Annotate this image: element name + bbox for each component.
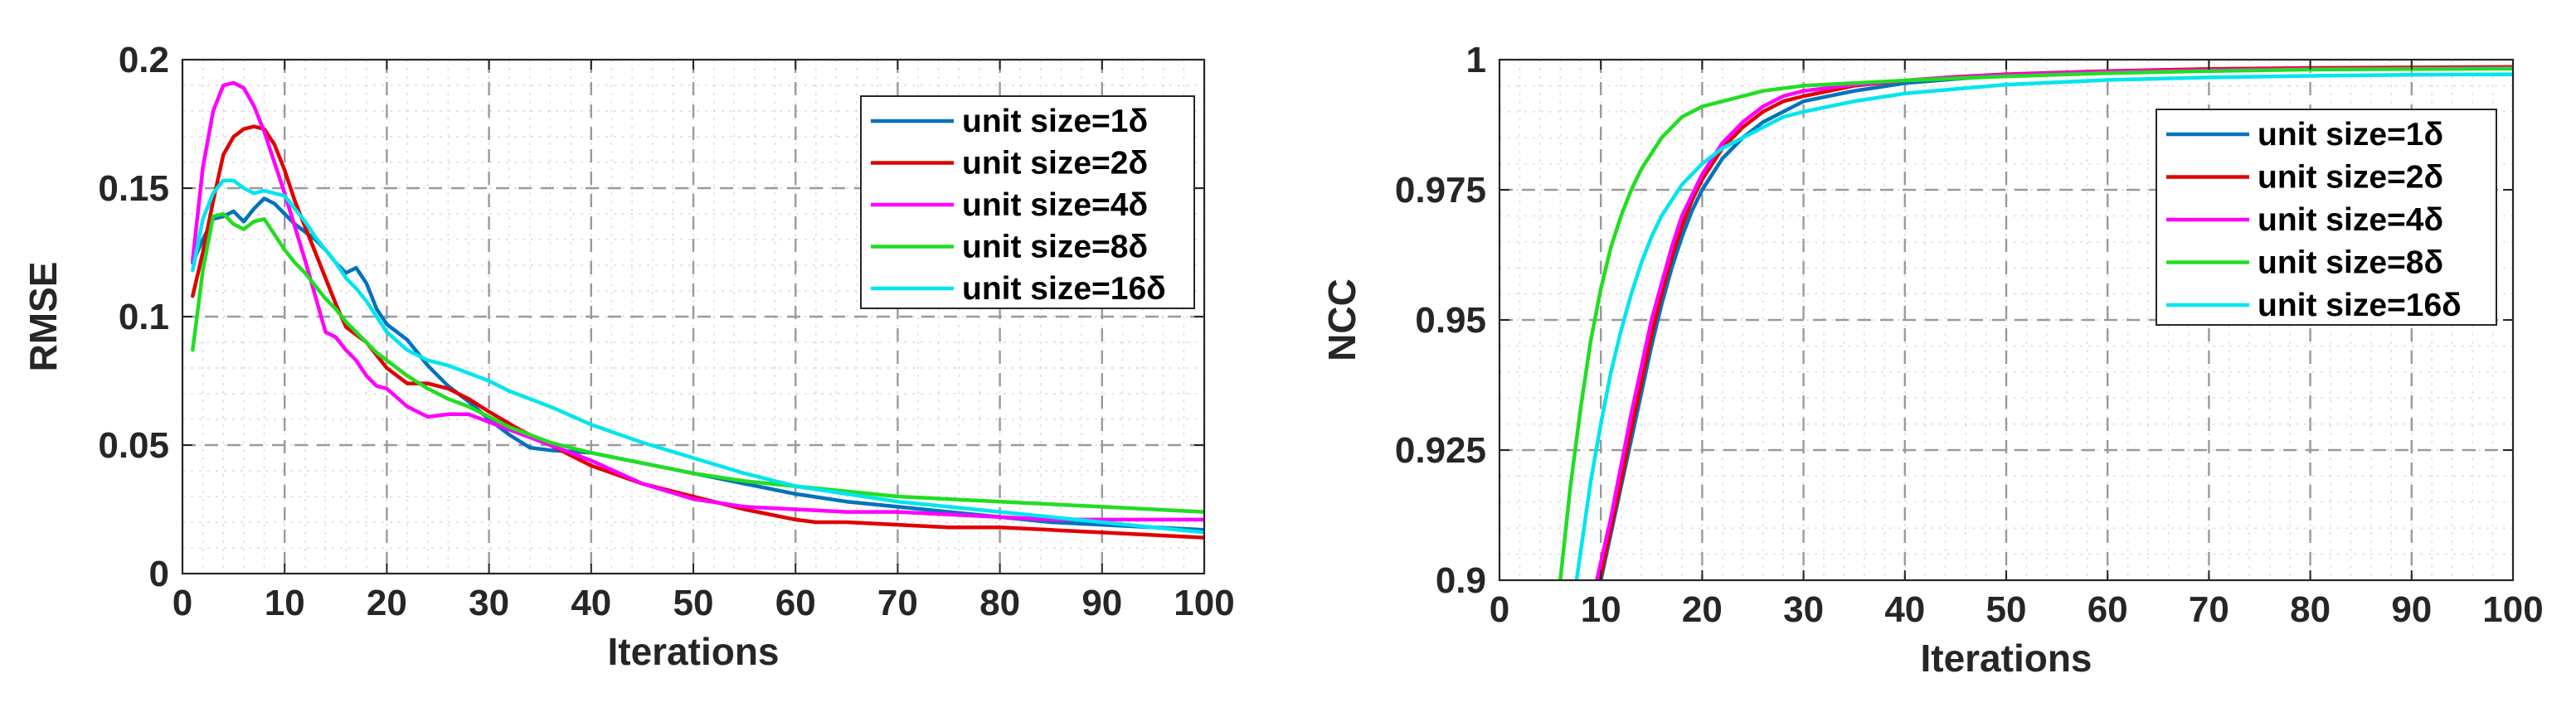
series-line (191, 124, 1204, 540)
x-tick-label: 90 (1081, 583, 1122, 623)
x-tick-label: 100 (1174, 583, 1234, 623)
x-tick-label: 0 (173, 583, 192, 623)
legend-box (860, 95, 1195, 309)
legend-label: unit size=1δ (2258, 117, 2443, 153)
series-group (191, 80, 1204, 540)
x-tick-label: 20 (1682, 589, 1723, 630)
x-tick-label: 100 (2482, 589, 2543, 630)
x-tick-label: 60 (2088, 589, 2128, 630)
legend-label: unit size=2δ (2258, 160, 2443, 196)
x-tick-label: 90 (2391, 589, 2432, 630)
series-line (1558, 66, 2513, 580)
x-tick-label: 40 (1884, 589, 1925, 630)
series-line (1574, 72, 2513, 580)
x-axis-label: Iterations (607, 630, 779, 673)
x-tick-label: 50 (1986, 589, 2027, 630)
legend: unit size=1δ unit size=2δ unit size=4δ unit… (860, 95, 1195, 309)
legend-label: unit size=8δ (962, 230, 1148, 265)
y-tick-label: 0 (149, 554, 169, 594)
legend: unit size=1δ unit size=2δ unit size=4δ unit… (2156, 109, 2497, 326)
series-line (191, 178, 1204, 535)
legend-box (2156, 109, 2497, 326)
legend-label: unit size=2δ (962, 146, 1148, 182)
y-tick-label: 0.15 (98, 168, 169, 209)
x-tick-label: 80 (2290, 589, 2331, 630)
legend-label: unit size=4δ (962, 187, 1148, 223)
series-line (191, 196, 1204, 532)
series-line (191, 211, 1204, 514)
y-tick-label: 0.975 (1395, 170, 1486, 211)
x-tick-label: 20 (367, 583, 407, 623)
x-tick-label: 70 (877, 583, 918, 623)
tick-marks (1499, 59, 2514, 581)
x-tick-label: 0 (1490, 589, 1509, 630)
legend-label: unit size=4δ (2258, 202, 2443, 238)
y-tick-label: 0.9 (1436, 560, 1486, 601)
rmse-chart: 0 10 20 30 40 50 60 70 80 90 100 0 0.05 0.1 0.15 0.2 Ite… (22, 40, 1235, 673)
x-tick-label: 10 (1581, 589, 1621, 630)
x-tick-label: 80 (979, 583, 1020, 623)
major-grid (1499, 60, 2513, 580)
y-tick-label: 0.925 (1395, 430, 1486, 471)
legend-label: unit size=8δ (2258, 245, 2443, 281)
y-axis-label: RMSE (22, 262, 65, 372)
series-group (1558, 65, 2513, 580)
ncc-chart: 0 10 20 30 40 50 60 70 80 90 100 0.9 0.925 0.95 0.975 1… (1320, 40, 2544, 680)
y-tick-label: 0.1 (119, 297, 169, 337)
legend-label: unit size=16δ (962, 271, 1166, 307)
x-tick-label: 30 (1783, 589, 1824, 630)
x-axis-label: Iterations (1920, 637, 2092, 680)
y-tick-label: 0.2 (119, 40, 169, 80)
legend-label: unit size=16δ (2258, 288, 2462, 323)
x-tick-label: 50 (673, 583, 714, 623)
y-tick-label: 1 (1466, 40, 1486, 80)
y-tick-label: 0.95 (1415, 300, 1486, 341)
legend-label: unit size=1δ (962, 104, 1148, 139)
x-tick-label: 30 (469, 583, 509, 623)
series-line (191, 80, 1204, 522)
x-tick-label: 10 (265, 583, 305, 623)
x-tick-label: 60 (775, 583, 816, 623)
y-axis-label: NCC (1320, 279, 1363, 361)
tick-marks (182, 59, 1205, 574)
x-tick-label: 40 (571, 583, 611, 623)
y-tick-label: 0.05 (98, 425, 169, 466)
x-tick-label: 70 (2189, 589, 2229, 630)
